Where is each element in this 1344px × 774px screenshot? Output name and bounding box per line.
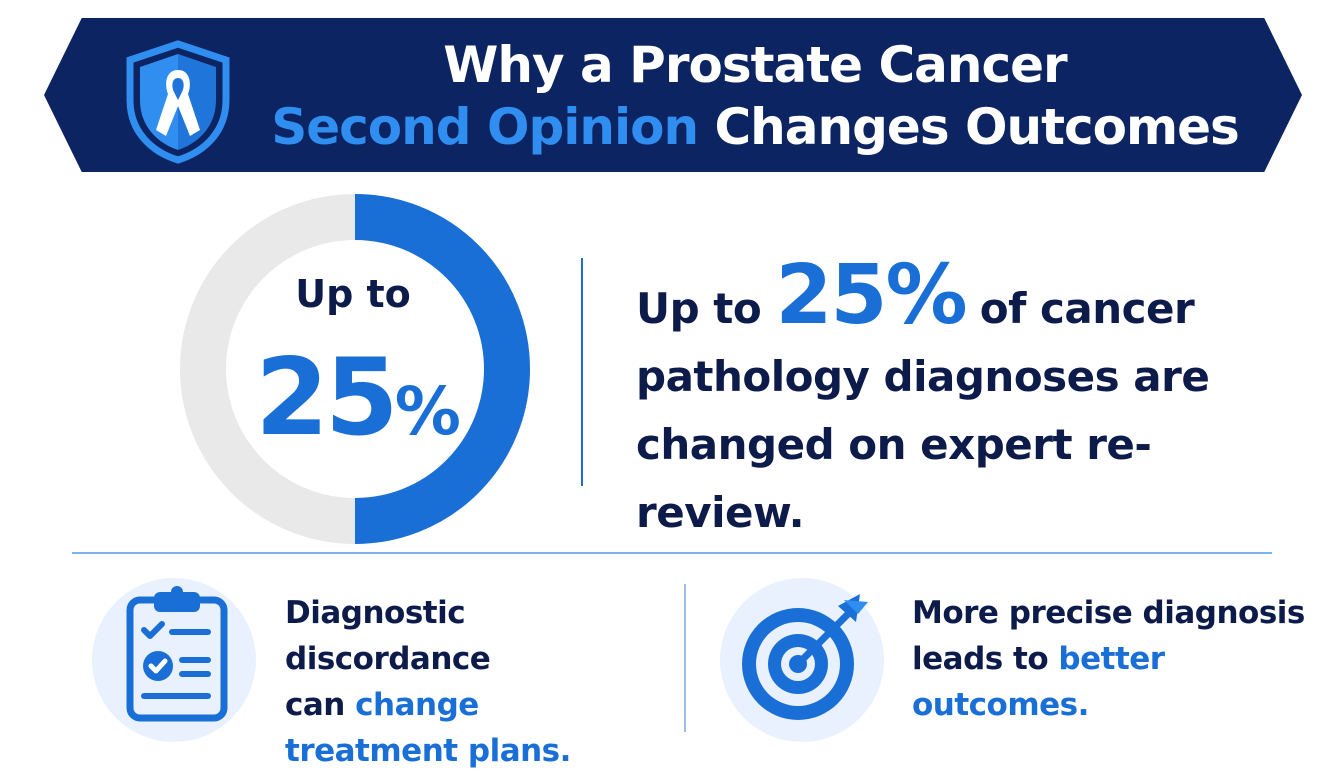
stat-divider <box>581 258 583 486</box>
stat-text: Up to 25% of cancer pathology diagnoses … <box>636 255 1316 547</box>
stat-line-2: pathology diagnoses are <box>636 352 1210 401</box>
clipboard-icon-badge <box>92 578 256 742</box>
stat-line-3: changed on expert re-review. <box>636 420 1152 537</box>
feature-precision: More precise diagnosis leads to better o… <box>912 590 1312 728</box>
section-divider <box>72 552 1272 554</box>
donut-arc <box>354 194 530 544</box>
feature-2-line-2: leads to better <box>912 636 1312 682</box>
feature-1-line-2: can change <box>285 682 675 728</box>
feature-1-line-3: treatment plans. <box>285 733 571 769</box>
title-line-2: Second Opinion Changes Outcomes <box>240 96 1270 158</box>
title-highlight: Second Opinion <box>271 98 699 156</box>
stat-line-1: Up to 25% of cancer <box>636 255 1316 343</box>
ribbon-shield-icon <box>126 40 230 164</box>
header-banner <box>44 18 1302 172</box>
donut-percent: % <box>394 373 461 450</box>
donut-number: 25 <box>255 336 399 459</box>
feature-1-line-2-prefix: can <box>285 687 356 723</box>
feature-1-line-2-highlight: change <box>355 687 479 723</box>
percentage-donut <box>180 194 530 544</box>
target-arrow-icon <box>742 594 868 720</box>
target-icon-badge <box>720 578 884 742</box>
feature-divider <box>684 584 686 732</box>
title-line-1: Why a Prostate Cancer <box>443 36 1067 94</box>
page-title: Why a Prostate Cancer Second Opinion Cha… <box>240 34 1270 158</box>
feature-2-line-3: outcomes. <box>912 687 1089 723</box>
title-line-2-rest: Changes Outcomes <box>698 98 1239 156</box>
stat-value: 25% <box>775 248 967 343</box>
donut-value: 25% <box>208 338 508 472</box>
donut-prefix: Up to <box>295 272 411 316</box>
feature-discordance: Diagnostic discordance can change treatm… <box>285 590 675 774</box>
feature-2-line-2-prefix: leads to <box>912 641 1059 677</box>
clipboard-checklist-icon <box>126 586 228 722</box>
stat-rest: of cancer <box>965 284 1195 333</box>
stat-prefix: Up to <box>636 284 776 333</box>
feature-2-line-1: More precise diagnosis <box>912 595 1305 631</box>
feature-1-line-1: Diagnostic discordance <box>285 595 491 677</box>
feature-2-line-2-highlight: better <box>1058 641 1165 677</box>
